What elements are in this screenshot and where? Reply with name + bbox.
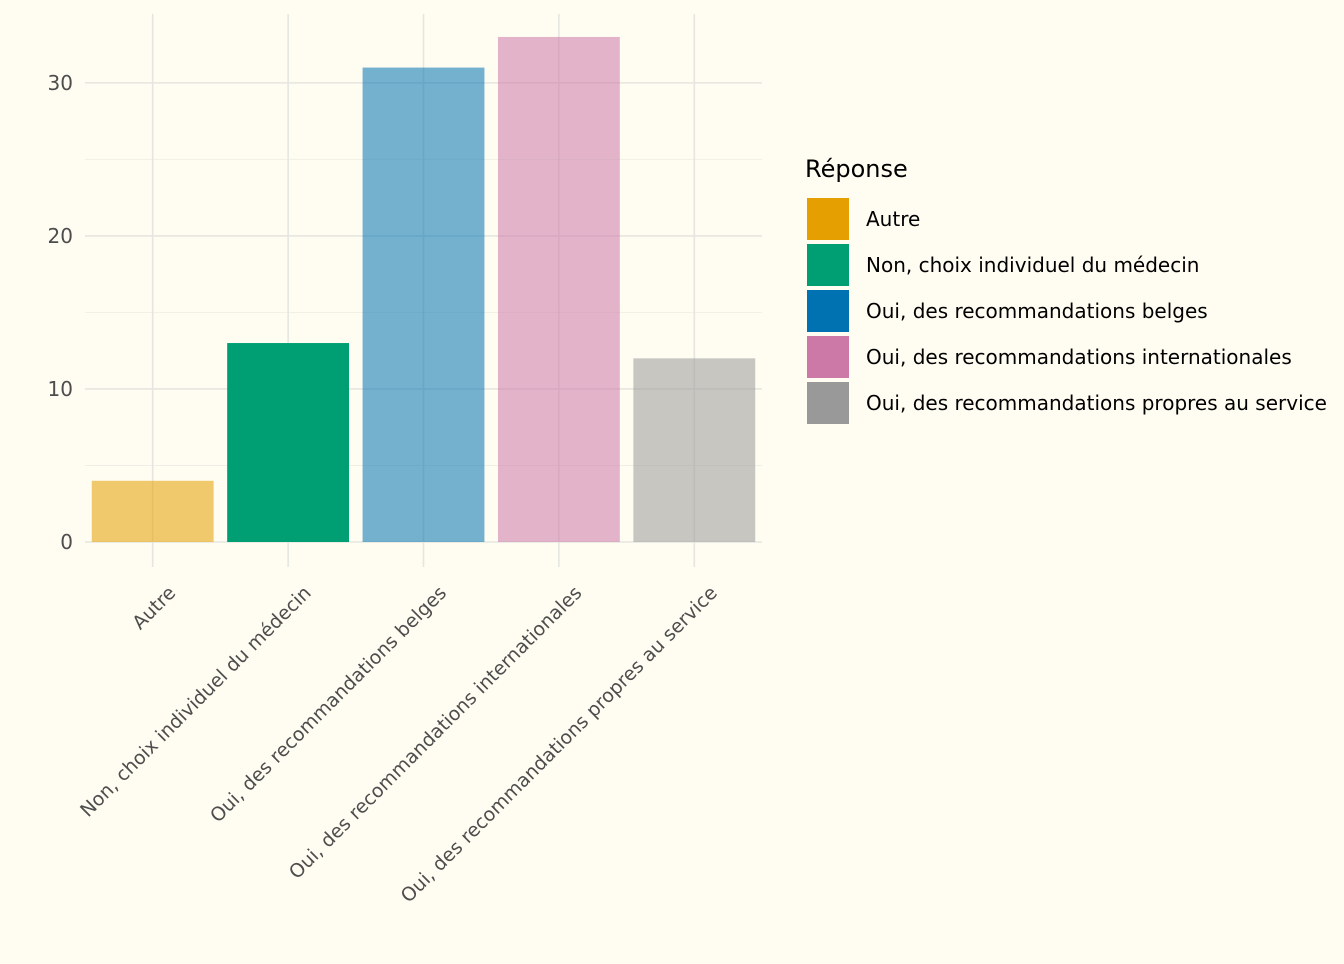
bar-3 <box>362 67 485 542</box>
bar-1 <box>91 480 214 542</box>
y-tick-label: 10 <box>48 377 73 401</box>
bar-2 <box>227 343 350 542</box>
legend-key-3 <box>807 290 849 332</box>
legend-label: Non, choix individuel du médecin <box>866 253 1199 277</box>
legend-label: Oui, des recommandations belges <box>866 299 1208 323</box>
y-tick-label: 30 <box>48 71 73 95</box>
legend-title: Réponse <box>805 155 908 183</box>
legend: Réponse Autre Non, choix individuel du méd… <box>805 155 1327 424</box>
legend-key-5 <box>807 382 849 424</box>
y-tick-label: 0 <box>60 530 73 554</box>
bar-4 <box>497 36 620 543</box>
legend-label: Oui, des recommandations internationales <box>866 345 1292 369</box>
legend-label: Oui, des recommandations propres au serv… <box>866 391 1327 415</box>
legend-key-4 <box>807 336 849 378</box>
bars-layer <box>91 36 756 543</box>
legend-key-2 <box>807 244 849 286</box>
bar-5 <box>633 358 756 542</box>
legend-label: Autre <box>866 207 920 231</box>
y-tick-label: 20 <box>48 224 73 248</box>
legend-key-1 <box>807 198 849 240</box>
